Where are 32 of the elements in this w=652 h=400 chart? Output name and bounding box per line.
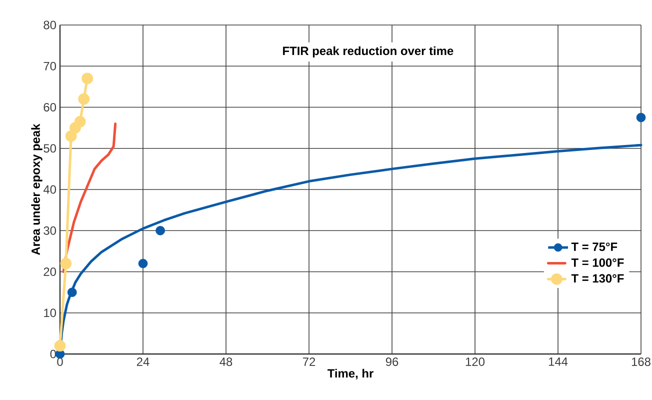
x-axis-title: Time, hr (328, 368, 374, 380)
legend-label: T = 130°F (571, 274, 624, 283)
y-tick-label: 20 (44, 268, 56, 276)
point (78, 93, 90, 105)
y-tick-label: 50 (44, 144, 56, 153)
x-tick-label: 72 (302, 358, 316, 366)
point (636, 112, 646, 122)
legend-label: T = 75°F (571, 242, 618, 251)
y-tick-label: 60 (44, 103, 56, 112)
text: FTIR peak reduction over time (283, 46, 454, 58)
point (65, 130, 77, 142)
point (54, 340, 66, 352)
point (82, 72, 94, 84)
x-tick-label: 144 (548, 358, 568, 366)
point (74, 116, 86, 128)
y-tick-label: 10 (44, 308, 56, 318)
point (138, 258, 148, 268)
y-tick-label: 80 (44, 20, 56, 30)
y-tick-label: 70 (44, 62, 56, 70)
point (60, 258, 72, 270)
y-tick-label: 30 (44, 226, 56, 235)
y-tick-label: 0 (50, 350, 56, 358)
x-tick-label: 48 (220, 358, 232, 366)
x-tick-label: 168 (632, 358, 650, 366)
x-tick-label: 96 (386, 358, 398, 366)
point (67, 288, 77, 297)
x-tick-label: 120 (466, 358, 485, 366)
y-axis-title: Area under epoxy peak (31, 124, 42, 255)
x-tick-label: 24 (136, 358, 150, 366)
point (156, 226, 165, 236)
legend-label: T = 100°F (571, 258, 624, 267)
y-tick-label: 40 (43, 185, 56, 194)
